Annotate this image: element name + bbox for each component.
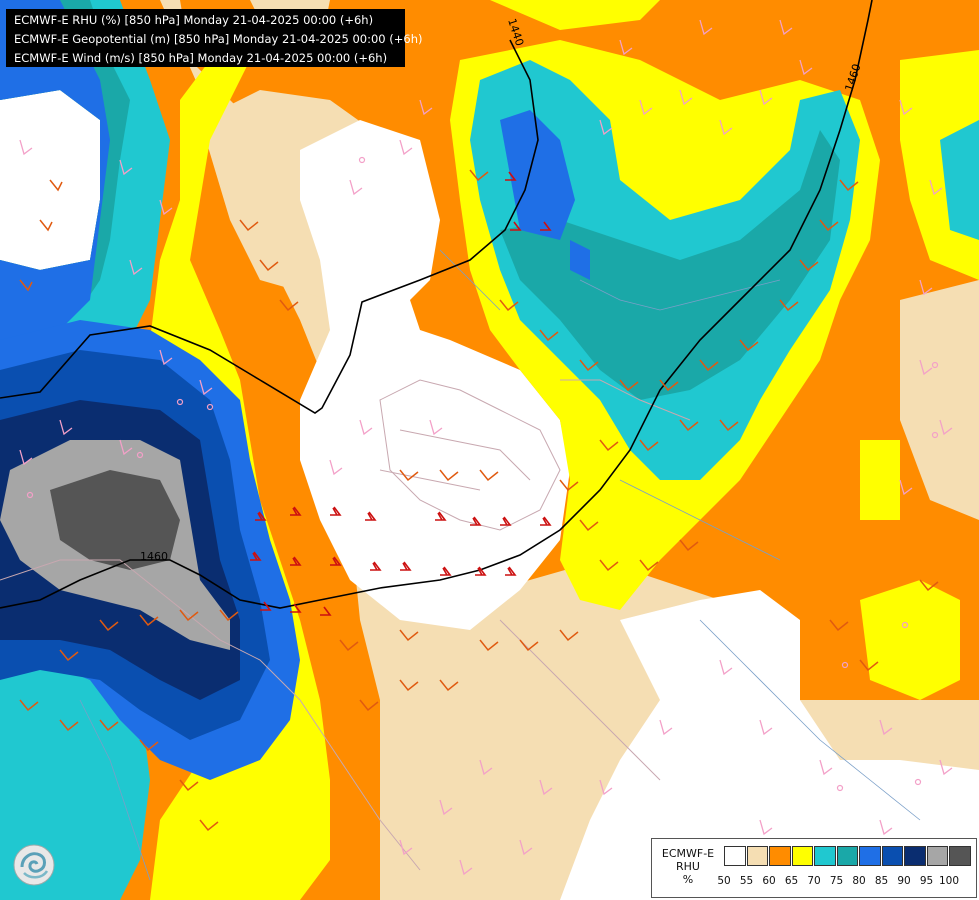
legend-swatch	[724, 846, 746, 866]
legend-tick-label: 85	[874, 875, 889, 887]
legend-tick-label: 55	[739, 875, 754, 887]
wind-barbs-medium	[19, 169, 939, 832]
legend-tick-label: 65	[784, 875, 799, 887]
ecmwf-swirl-icon	[13, 844, 55, 886]
map-title-box: ECMWF-E RHU (%) [850 hPa] Monday 21-04-2…	[6, 9, 423, 67]
legend-swatch	[859, 846, 881, 866]
rhu-100-band	[50, 470, 180, 570]
contour-1460-line-east	[0, 0, 873, 609]
border-lines	[0, 379, 691, 871]
geopotential-contours	[0, 0, 873, 609]
legend-swatch	[881, 846, 903, 866]
legend-tick-label: 95	[919, 875, 934, 887]
legend-title: ECMWF-E RHU %	[656, 847, 720, 886]
title-line-rhu: ECMWF-E RHU (%) [850 hPa] Monday 21-04-2…	[14, 13, 374, 27]
legend-tick-label: 90	[897, 875, 911, 887]
legend-swatch	[926, 846, 948, 866]
legend-tick-label: 70	[807, 875, 821, 887]
legend-tick-label: 50	[717, 875, 731, 887]
legend-tick-label: 75	[829, 875, 844, 887]
legend-ticks: 50 55 60 65 70 75 80 85 90 95 100	[717, 875, 976, 889]
rhu-legend: ECMWF-E RHU % 50 55 60 65 70 75 80 85 90 95 100	[651, 838, 977, 898]
legend-tick-label: 80	[852, 875, 866, 887]
contour-label-1460-west: 1460	[140, 550, 168, 563]
legend-model: ECMWF-E	[661, 847, 715, 860]
legend-swatches	[724, 846, 972, 866]
river-lines	[79, 249, 921, 881]
title-line-geopotential: ECMWF-E Geopotential (m) [850 hPa] Monda…	[14, 32, 423, 46]
legend-unit: %	[682, 873, 694, 886]
wind-barbs-strong	[250, 171, 552, 616]
legend-swatch	[814, 846, 836, 866]
legend-swatch	[836, 846, 858, 866]
legend-swatch	[769, 846, 791, 866]
legend-swatch	[791, 846, 813, 866]
wind-barbs-light	[19, 19, 953, 876]
calm-wind-circles	[26, 156, 939, 792]
title-line-wind: ECMWF-E Wind (m/s) [850 hPa] Monday 21-0…	[14, 51, 388, 65]
legend-swatch	[949, 846, 971, 866]
legend-tick-label: 60	[762, 875, 776, 887]
legend-tick-label: 100	[938, 875, 960, 887]
legend-swatch	[746, 846, 768, 866]
legend-swatch	[904, 846, 926, 866]
contour-1440-line	[0, 39, 539, 414]
legend-variable: RHU	[676, 860, 700, 873]
